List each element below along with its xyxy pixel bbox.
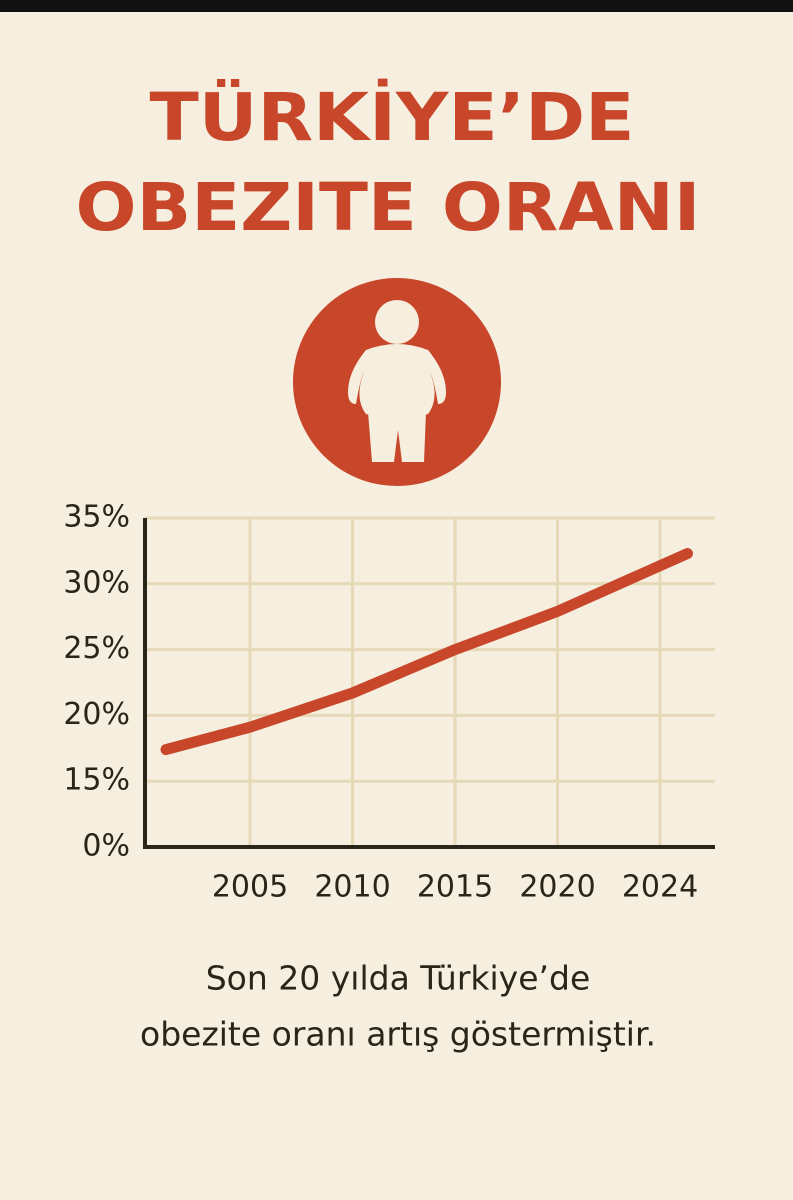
plot: 0% 15% 20% 25% 30% 35% 2005 2010 2015 2020 2024 bbox=[63, 500, 715, 905]
obesity-icon bbox=[293, 278, 501, 486]
x-tick-label: 2020 bbox=[519, 870, 595, 905]
caption: obezite oranı artış göstermiştir. bbox=[140, 1015, 656, 1054]
y-tick-label: 35% bbox=[63, 500, 130, 535]
y-tick-label: 30% bbox=[63, 565, 130, 600]
x-tick-label: 2005 bbox=[212, 870, 288, 905]
y-tick-label: 0% bbox=[82, 829, 130, 864]
y-tick-label: 20% bbox=[63, 697, 130, 732]
x-tick-label: 2010 bbox=[314, 870, 390, 905]
y-tick-label: 15% bbox=[63, 763, 130, 798]
title-line: TÜRKİYE’DE bbox=[150, 79, 635, 156]
top-bar bbox=[0, 0, 793, 12]
x-tick-label: 2015 bbox=[417, 870, 493, 905]
title-line: OBEZITE ORANI bbox=[76, 169, 701, 246]
caption: Son 20 yılda Türkiye’de bbox=[206, 959, 591, 998]
x-tick-label: 2024 bbox=[622, 870, 698, 905]
data-line bbox=[160, 548, 693, 756]
y-tick-label: 25% bbox=[63, 631, 130, 666]
